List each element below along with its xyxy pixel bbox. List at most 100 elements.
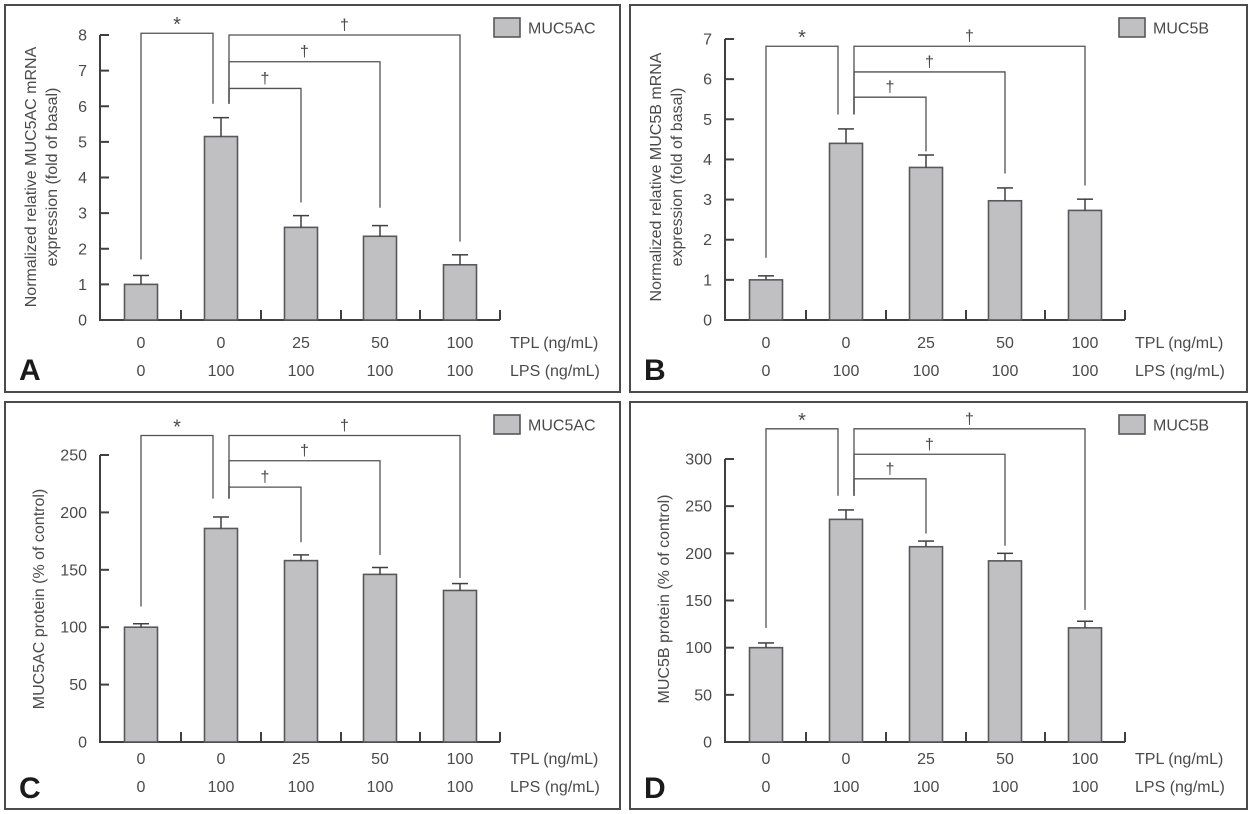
- y-tick-label: 7: [703, 32, 712, 49]
- x-category-label: 0: [137, 779, 146, 796]
- significance-symbol: †: [261, 469, 270, 486]
- y-tick-label: 250: [60, 448, 87, 465]
- bar: [828, 142, 864, 321]
- significance-bracket: [853, 71, 1006, 174]
- bar: [908, 166, 944, 321]
- y-tick-label: 100: [685, 640, 712, 657]
- x-category-label: 100: [447, 335, 474, 352]
- y-axis-title: expression (fold of basal): [44, 88, 61, 267]
- x-category-label: 100: [208, 363, 235, 380]
- y-tick-label: 3: [78, 206, 87, 223]
- x-row-label: LPS (ng/mL): [510, 779, 600, 796]
- y-axis-title: MUC5AC protein (% of control): [31, 489, 48, 710]
- bar: [748, 646, 784, 743]
- significance-symbol: *: [173, 14, 181, 36]
- significance-symbol: †: [300, 443, 309, 460]
- significance-bracket: [140, 434, 214, 607]
- x-category-label: 0: [137, 751, 146, 768]
- legend-label: MUC5B: [1153, 418, 1209, 435]
- significance-symbol: †: [340, 417, 349, 434]
- y-tick-label: 150: [60, 562, 87, 579]
- bar: [987, 199, 1023, 321]
- x-category-label: 50: [371, 751, 389, 768]
- x-category-label: 100: [992, 779, 1019, 796]
- panel-c: 0 50 100 150 200 250 * † † † 0 0 25 50 100 TPL (ng/mL) 0…: [4, 401, 621, 810]
- x-row-label: LPS (ng/mL): [1135, 363, 1225, 380]
- significance-bracket: [853, 478, 927, 534]
- x-category-label: 100: [367, 779, 394, 796]
- significance-bracket: [228, 87, 302, 203]
- x-category-label: 100: [1072, 363, 1099, 380]
- y-tick-label: 2: [703, 232, 712, 249]
- bar: [203, 527, 239, 743]
- bar: [362, 573, 398, 743]
- y-tick-label: 200: [685, 546, 712, 563]
- significance-bracket: [853, 45, 1086, 186]
- panel-d-chart: 0 50 100 150 200 250 300 * † † † 0 0 25 50 100 TPL (ng/m…: [644, 410, 1225, 805]
- x-category-label: 0: [217, 335, 226, 352]
- x-row-label: LPS (ng/mL): [510, 363, 600, 380]
- significance-symbol: †: [340, 17, 349, 34]
- x-category-label: 25: [292, 335, 310, 352]
- legend-swatch: [1118, 17, 1146, 38]
- x-category-label: 100: [288, 779, 315, 796]
- significance-bracket: [228, 460, 381, 555]
- y-tick-label: 6: [703, 72, 712, 89]
- y-axis-title: Normalized relative MUC5AC mRNA: [23, 46, 40, 307]
- x-category-label: 100: [913, 363, 940, 380]
- y-tick-label: 200: [60, 505, 87, 522]
- y-tick-label: 5: [703, 112, 712, 129]
- panel-a-chart: 0 1 2 3 4 5 6 7 8 * † † † 0 0 25 50 100 TPL (ng/mL) 0 100 100…: [19, 14, 600, 387]
- y-tick-label: 0: [78, 735, 87, 752]
- significance-bracket: [853, 96, 927, 152]
- x-row-label: TPL (ng/mL): [510, 751, 598, 768]
- x-category-label: 50: [371, 335, 389, 352]
- significance-bracket: [765, 45, 839, 258]
- bar: [442, 263, 478, 321]
- x-category-label: 0: [842, 335, 851, 352]
- significance-symbol: *: [173, 416, 181, 438]
- x-category-label: 25: [917, 751, 935, 768]
- y-axis-title: Normalized relative MUC5B mRNA: [648, 52, 665, 301]
- legend-swatch: [1118, 414, 1146, 435]
- panel-letter: C: [19, 772, 41, 805]
- significance-symbol: †: [965, 411, 974, 428]
- bar: [828, 518, 864, 743]
- bar: [442, 589, 478, 743]
- x-row-label: TPL (ng/mL): [1135, 751, 1223, 768]
- x-category-label: 0: [762, 363, 771, 380]
- panel-a: 0 1 2 3 4 5 6 7 8 * † † † 0 0 25 50 100 TPL (ng/mL) 0 100 100…: [4, 4, 621, 393]
- x-category-label: 0: [217, 751, 226, 768]
- x-category-label: 0: [137, 363, 146, 380]
- y-tick-label: 8: [78, 28, 87, 45]
- bar: [123, 283, 159, 321]
- x-category-label: 25: [917, 335, 935, 352]
- significance-bracket: [228, 61, 381, 208]
- x-category-label: 25: [292, 751, 310, 768]
- x-category-label: 100: [1072, 779, 1099, 796]
- x-category-label: 100: [913, 779, 940, 796]
- x-category-label: 100: [447, 363, 474, 380]
- y-tick-label: 7: [78, 63, 87, 80]
- legend-swatch: [493, 17, 521, 38]
- y-tick-label: 0: [703, 735, 712, 752]
- bar: [283, 226, 319, 321]
- panel-letter: B: [644, 354, 666, 387]
- y-tick-label: 0: [78, 313, 87, 330]
- x-row-label: LPS (ng/mL): [1135, 779, 1225, 796]
- x-row-label: TPL (ng/mL): [1135, 335, 1223, 352]
- x-category-label: 0: [842, 751, 851, 768]
- x-category-label: 0: [762, 779, 771, 796]
- bar: [908, 545, 944, 743]
- bar: [123, 626, 159, 743]
- y-tick-label: 1: [703, 272, 712, 289]
- y-tick-label: 100: [60, 620, 87, 637]
- x-category-label: 100: [1072, 335, 1099, 352]
- y-tick-label: 4: [78, 170, 87, 187]
- significance-bracket: [228, 486, 302, 543]
- y-tick-label: 5: [78, 134, 87, 151]
- legend-swatch: [493, 414, 521, 435]
- panel-letter: D: [644, 772, 666, 805]
- y-tick-label: 0: [703, 313, 712, 330]
